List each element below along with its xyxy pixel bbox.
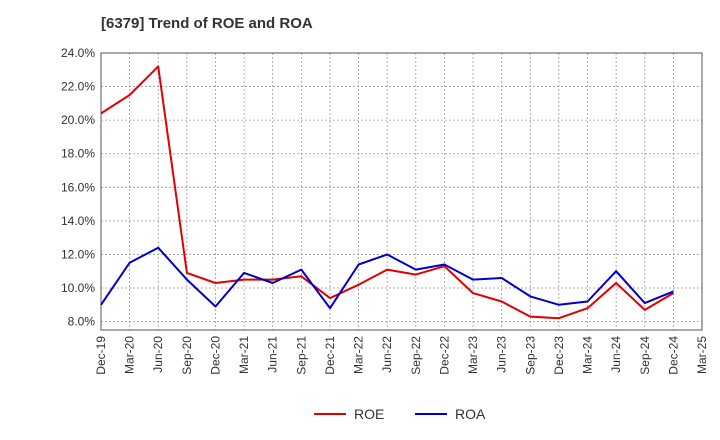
y-tick-label: 16.0% bbox=[61, 180, 95, 194]
x-tick-label: Sep-23 bbox=[523, 336, 537, 375]
x-tick-label: Dec-21 bbox=[323, 336, 337, 375]
x-tick-label: Mar-22 bbox=[352, 336, 366, 374]
x-tick-label: Jun-23 bbox=[495, 336, 509, 373]
x-tick-label: Jun-24 bbox=[609, 336, 623, 373]
y-tick-label: 14.0% bbox=[61, 214, 95, 228]
y-tick-label: 20.0% bbox=[61, 113, 95, 127]
y-tick-label: 22.0% bbox=[61, 80, 95, 94]
legend-label-roa: ROA bbox=[455, 406, 486, 422]
x-tick-label: Mar-24 bbox=[581, 336, 595, 374]
y-tick-label: 24.0% bbox=[61, 46, 95, 60]
x-tick-label: Jun-22 bbox=[380, 336, 394, 373]
y-tick-label: 18.0% bbox=[61, 147, 95, 161]
x-tick-label: Dec-23 bbox=[552, 336, 566, 375]
chart-title: [6379] Trend of ROE and ROA bbox=[101, 15, 313, 32]
series-line-roe bbox=[100, 65, 674, 320]
x-tick-label: Mar-23 bbox=[466, 336, 480, 374]
plot-border bbox=[100, 52, 703, 331]
y-tick-label: 12.0% bbox=[61, 247, 95, 261]
x-tick-label: Jun-21 bbox=[266, 336, 280, 373]
x-tick-label: Jun-20 bbox=[151, 336, 165, 373]
x-tick-label: Mar-25 bbox=[695, 336, 709, 374]
legend-label-roe: ROE bbox=[354, 406, 384, 422]
plot-area bbox=[101, 53, 702, 330]
y-tick-label: 8.0% bbox=[68, 315, 96, 329]
x-tick-label: Mar-21 bbox=[237, 336, 251, 374]
x-tick-label: Sep-24 bbox=[638, 336, 652, 375]
x-tick-label: Dec-19 bbox=[94, 336, 108, 375]
x-tick-label: Mar-20 bbox=[123, 336, 137, 374]
x-tick-label: Dec-22 bbox=[437, 336, 451, 375]
y-tick-label: 10.0% bbox=[61, 281, 95, 295]
x-tick-label: Dec-20 bbox=[208, 336, 222, 375]
x-tick-label: Sep-22 bbox=[409, 336, 423, 375]
series-line-roa bbox=[100, 246, 674, 310]
x-tick-label: Dec-24 bbox=[666, 336, 680, 375]
x-tick-label: Sep-21 bbox=[294, 336, 308, 375]
x-tick-label: Sep-20 bbox=[180, 336, 194, 375]
